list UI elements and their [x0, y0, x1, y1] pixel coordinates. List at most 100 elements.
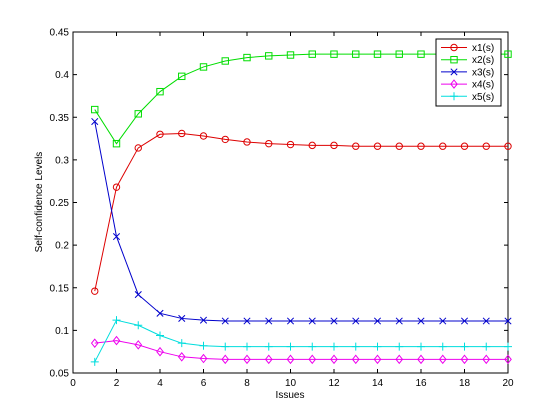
data-point — [134, 110, 142, 118]
data-point — [438, 342, 447, 351]
legend-marker — [450, 43, 458, 52]
series-line-1 — [94, 132, 508, 292]
data-point — [395, 317, 403, 325]
y-tick-label: 0.1 — [55, 326, 69, 337]
data-point — [395, 342, 404, 351]
axis-ticks: 0 2 4 6 8 10 12 14 16 18 20 0.05 0.1 0.15 0.2 0.25 0.3 0.… — [50, 28, 514, 390]
data-point — [417, 142, 425, 150]
data-point — [112, 139, 121, 148]
data-point — [352, 50, 360, 58]
data-point — [417, 317, 425, 325]
x-tick-label: 12 — [328, 378, 340, 389]
data-point — [286, 140, 295, 149]
y-tick-label: 0.35 — [50, 113, 70, 124]
data-point — [221, 342, 230, 351]
data-point — [156, 331, 164, 340]
data-point — [112, 335, 121, 346]
data-point — [221, 57, 229, 65]
data-point — [265, 52, 273, 60]
data-point — [373, 50, 382, 58]
data-point — [286, 317, 295, 325]
data-point — [134, 321, 143, 330]
data-point — [373, 317, 382, 325]
legend: x1(s)x2(s)x3(s) x4(s)x5(s) — [435, 38, 502, 107]
data-point — [178, 72, 186, 81]
data-point — [439, 142, 447, 150]
legend-label: x4(s) — [472, 80, 494, 91]
x-tick-label: 4 — [157, 378, 163, 389]
data-point — [504, 50, 512, 58]
data-point — [417, 342, 425, 351]
legend-marker — [450, 56, 458, 64]
y-tick-label: 0.25 — [50, 198, 70, 209]
data-point — [112, 233, 121, 241]
legend-marker — [450, 92, 458, 101]
data-point — [286, 51, 295, 59]
data-point — [156, 309, 164, 317]
data-point — [156, 130, 164, 139]
data-point — [199, 316, 208, 324]
data-point — [177, 339, 186, 348]
data-point — [221, 317, 229, 325]
data-point — [352, 317, 360, 325]
x-tick-label: 18 — [459, 378, 471, 389]
y-tick-label: 0.45 — [50, 28, 70, 39]
series-line-3 — [94, 121, 508, 322]
x-axis-label: Issues — [276, 390, 305, 401]
data-point — [112, 316, 121, 325]
x-tick-label: 20 — [502, 378, 514, 389]
y-tick-label: 0.15 — [50, 283, 70, 294]
data-point — [352, 142, 360, 150]
data-point — [482, 317, 490, 325]
series-line-4 — [94, 340, 508, 360]
y-axis-label: Self-confidence Levels — [34, 152, 45, 253]
data-point — [330, 317, 338, 325]
x-tick-label: 10 — [285, 378, 297, 389]
data-point — [482, 342, 491, 351]
y-tick-label: 0.05 — [50, 369, 70, 380]
legend-marker — [450, 79, 458, 89]
data-point — [351, 342, 360, 351]
data-point — [134, 144, 142, 152]
data-point — [221, 354, 230, 365]
x-tick-label: 0 — [70, 378, 76, 389]
data-point — [265, 317, 273, 325]
data-point — [504, 317, 512, 325]
data-point — [373, 354, 382, 365]
data-point — [330, 354, 338, 365]
data-point — [460, 354, 469, 365]
data-point — [308, 342, 317, 351]
data-point — [460, 342, 469, 351]
data-point — [265, 139, 273, 148]
data-point — [199, 353, 208, 364]
data-point — [134, 340, 143, 350]
series-line-5 — [94, 319, 508, 363]
data-point — [199, 132, 208, 140]
data-point — [178, 129, 186, 138]
y-tick-label: 0.4 — [55, 70, 69, 81]
data-point — [395, 50, 403, 58]
data-point — [156, 87, 164, 96]
data-point — [330, 342, 338, 351]
data-point — [308, 317, 316, 325]
data-point — [460, 317, 469, 325]
data-point — [308, 50, 316, 58]
y-tick-label: 0.3 — [55, 155, 69, 166]
data-point — [91, 105, 99, 114]
y-tick-label: 0.2 — [55, 241, 69, 252]
data-point — [395, 142, 403, 150]
data-point — [351, 354, 360, 365]
data-point — [417, 354, 425, 365]
legend-label: x5(s) — [472, 92, 494, 103]
data-point — [243, 354, 251, 365]
legend-label: x3(s) — [472, 67, 494, 78]
data-point — [134, 291, 142, 299]
data-point — [90, 338, 99, 348]
data-point — [308, 141, 316, 150]
x-tick-label: 14 — [372, 378, 384, 389]
data-point — [264, 342, 273, 351]
data-point — [112, 183, 121, 191]
data-point — [286, 354, 295, 365]
x-tick-label: 16 — [415, 378, 427, 389]
